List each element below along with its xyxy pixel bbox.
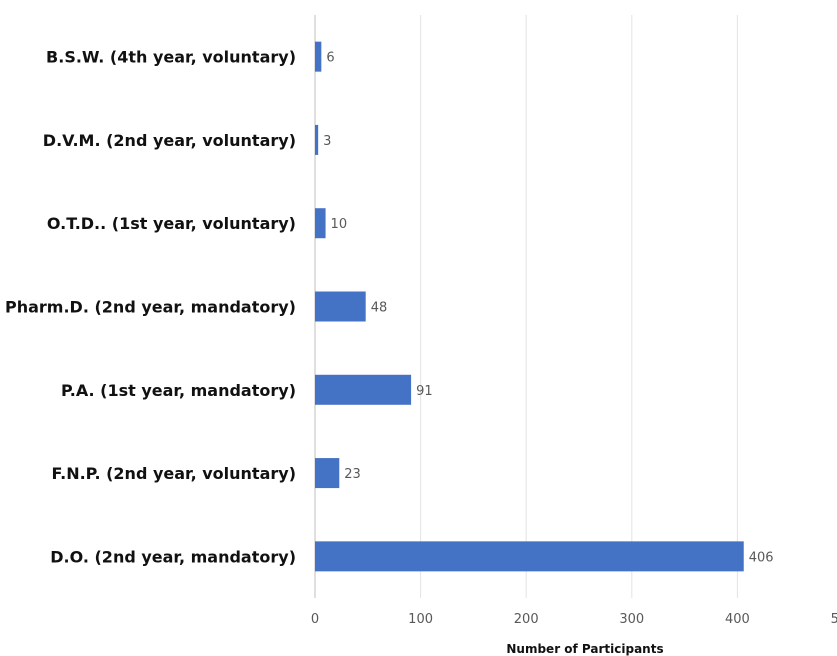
data-labels: 6 3 10 48 91 23 406: [323, 51, 773, 566]
data-label: 406: [749, 550, 774, 565]
data-label: 3: [323, 134, 331, 149]
bar: [315, 458, 340, 489]
x-axis-title: Number of Participants: [506, 642, 663, 656]
category-label: O.T.D.. (1st year, voluntary): [47, 214, 296, 233]
data-label: 10: [331, 217, 348, 232]
category-label: Pharm.D. (2nd year, mandatory): [5, 298, 296, 317]
x-tick-label: 400: [725, 612, 750, 627]
data-label: 91: [416, 384, 433, 399]
data-label: 23: [344, 467, 361, 482]
x-tick-label: 200: [514, 612, 539, 627]
category-label: P.A. (1st year, mandatory): [61, 381, 296, 400]
category-label: D.O. (2nd year, mandatory): [50, 547, 296, 566]
x-tick-label: 0: [311, 612, 319, 627]
category-label: B.S.W. (4th year, voluntary): [46, 48, 296, 67]
bars: [315, 41, 744, 572]
bar: [315, 41, 322, 72]
gridlines: [314, 15, 738, 598]
data-label: 48: [371, 301, 388, 316]
x-tick-label: 300: [619, 612, 644, 627]
x-tick-label: 100: [408, 612, 433, 627]
x-tick-labels: 0 100 200 300 400 500: [311, 612, 837, 627]
category-label: D.V.M. (2nd year, voluntary): [43, 131, 296, 150]
category-labels: B.S.W. (4th year, voluntary) D.V.M. (2nd …: [5, 48, 296, 567]
x-tick-label: 500: [831, 612, 837, 627]
bar: [315, 291, 366, 322]
bar: [315, 541, 744, 572]
data-label: 6: [326, 51, 334, 66]
bar: [315, 124, 319, 155]
category-label: F.N.P. (2nd year, voluntary): [52, 464, 296, 483]
bar: [315, 208, 326, 239]
bar: [315, 374, 412, 405]
